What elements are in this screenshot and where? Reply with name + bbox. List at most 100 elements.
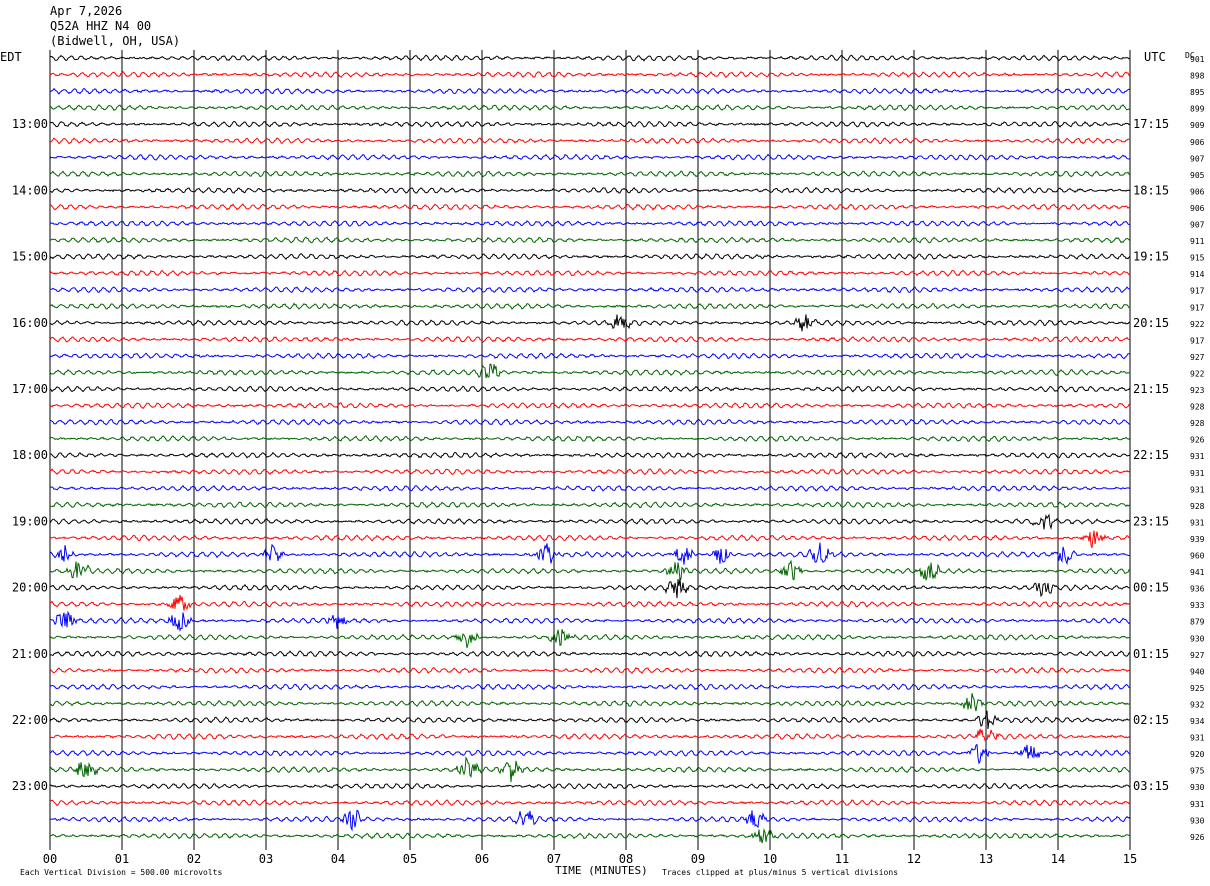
dc-offset-label: 931 bbox=[1190, 518, 1205, 527]
x-tick-label: 11 bbox=[835, 852, 849, 866]
dc-offset-label: 914 bbox=[1190, 270, 1205, 279]
left-hour-label: 19:00 bbox=[12, 514, 48, 528]
dc-offset-label: 936 bbox=[1190, 585, 1205, 594]
x-tick-label: 02 bbox=[187, 852, 201, 866]
dc-offset-label: 931 bbox=[1190, 734, 1205, 743]
trace-line bbox=[49, 87, 1131, 95]
trace-line bbox=[49, 513, 1131, 531]
trace-line bbox=[49, 302, 1130, 310]
right-hour-label: 21:15 bbox=[1133, 382, 1169, 396]
dc-offset-label: 931 bbox=[1190, 485, 1205, 494]
x-tick-label: 14 bbox=[1051, 852, 1065, 866]
trace-line bbox=[49, 120, 1131, 128]
dc-offset-label: 917 bbox=[1190, 336, 1205, 345]
trace-line bbox=[49, 827, 1131, 844]
trace-line bbox=[49, 137, 1131, 145]
trace-line bbox=[49, 269, 1131, 277]
trace-line bbox=[49, 530, 1130, 548]
left-hour-label: 18:00 bbox=[12, 448, 48, 462]
x-tick-label: 15 bbox=[1123, 852, 1137, 866]
trace-line bbox=[49, 693, 1131, 712]
dc-offset-label: 930 bbox=[1190, 634, 1205, 643]
dc-offset-label: 879 bbox=[1190, 618, 1205, 627]
left-hour-label: 16:00 bbox=[12, 316, 48, 330]
trace-line bbox=[49, 468, 1131, 476]
trace-line bbox=[49, 286, 1131, 294]
right-hour-label: 17:15 bbox=[1133, 117, 1169, 131]
trace-line bbox=[50, 70, 1131, 79]
trace-line bbox=[49, 363, 1131, 379]
trace-line bbox=[49, 484, 1131, 492]
trace-line bbox=[49, 418, 1131, 426]
trace-line bbox=[49, 578, 1131, 599]
right-hour-label: 22:15 bbox=[1133, 448, 1169, 462]
dc-offset-label: 895 bbox=[1190, 88, 1205, 97]
trace-line bbox=[49, 559, 1131, 581]
dc-offset-label: 907 bbox=[1190, 154, 1205, 163]
dc-offset-label: 906 bbox=[1190, 187, 1205, 196]
trace-line bbox=[49, 666, 1131, 675]
trace-line bbox=[49, 54, 1131, 62]
trace-line bbox=[49, 650, 1131, 658]
x-tick-label: 05 bbox=[403, 852, 417, 866]
dc-offset-label: 898 bbox=[1190, 72, 1205, 81]
dc-offset-label: 915 bbox=[1190, 254, 1205, 263]
trace-line bbox=[49, 610, 1131, 632]
left-hour-label: 20:00 bbox=[12, 581, 48, 595]
right-hour-label: 23:15 bbox=[1133, 514, 1169, 528]
dc-offset-label: 928 bbox=[1190, 403, 1205, 412]
right-hour-labels: 17:15 18:15 19:15 20:15 21:15 22:15 23:15 00:15… bbox=[1133, 117, 1169, 793]
trace-line bbox=[49, 104, 1131, 112]
chart-station: Q52A HHZ N4 00 bbox=[50, 19, 151, 33]
dc-offset-label: 927 bbox=[1190, 651, 1205, 660]
scale-note: Each Vertical Division = 500.00 microvol… bbox=[20, 868, 222, 877]
dc-column-label: DC bbox=[1185, 51, 1195, 60]
left-timezone-label: EDT bbox=[0, 50, 22, 64]
trace-line bbox=[49, 743, 1131, 765]
dc-offset-label: 901 bbox=[1190, 55, 1205, 64]
dc-offset-label: 931 bbox=[1190, 469, 1205, 478]
trace-line bbox=[49, 402, 1131, 410]
dc-offset-label: 917 bbox=[1190, 303, 1205, 312]
right-hour-label: 19:15 bbox=[1133, 250, 1169, 264]
trace-line bbox=[49, 385, 1131, 393]
dc-offset-label: 934 bbox=[1190, 717, 1205, 726]
dc-offset-label: 917 bbox=[1190, 287, 1205, 296]
left-hour-label: 13:00 bbox=[12, 117, 48, 131]
clip-note: Traces clipped at plus/minus 5 vertical … bbox=[662, 868, 898, 877]
x-tick-label: 10 bbox=[763, 852, 777, 866]
dc-offset-label: 922 bbox=[1190, 369, 1205, 378]
x-tick-label: 09 bbox=[691, 852, 705, 866]
dc-offset-label: 899 bbox=[1190, 105, 1205, 114]
x-tick-label: 12 bbox=[907, 852, 921, 866]
dc-offset-label: 906 bbox=[1190, 138, 1205, 147]
dc-offset-label: 940 bbox=[1190, 667, 1205, 676]
dc-offset-label: 930 bbox=[1190, 783, 1205, 792]
dc-offset-labels: 901 898 895 899 909 906 907 905 906 906 907 911 915 9… bbox=[1190, 55, 1205, 842]
right-hour-label: 00:15 bbox=[1133, 581, 1169, 595]
dc-offset-label: 931 bbox=[1190, 800, 1205, 809]
trace-line bbox=[49, 594, 1131, 611]
x-tick-label: 08 bbox=[619, 852, 633, 866]
trace-line bbox=[49, 756, 1130, 783]
x-tick-label: 00 bbox=[43, 852, 57, 866]
dc-offset-label: 927 bbox=[1190, 353, 1205, 362]
trace-line bbox=[49, 352, 1131, 360]
chart-location: (Bidwell, OH, USA) bbox=[50, 34, 180, 48]
dc-offset-label: 928 bbox=[1190, 419, 1205, 428]
x-tick-label: 06 bbox=[475, 852, 489, 866]
x-axis-ticks: 00 01 02 03 04 05 06 07 08 09 10 11 12 13 14 15 bbox=[43, 844, 1137, 866]
dc-offset-label: 930 bbox=[1190, 816, 1205, 825]
left-hour-labels: 13:00 14:00 15:00 16:00 17:00 18:00 19:00 20:00… bbox=[12, 117, 48, 793]
left-hour-label: 21:00 bbox=[12, 647, 48, 661]
trace-line bbox=[49, 728, 1131, 742]
minute-grid bbox=[49, 50, 1131, 850]
trace-line bbox=[49, 710, 1130, 730]
dc-offset-label: 920 bbox=[1190, 750, 1205, 759]
dc-offset-label: 906 bbox=[1190, 204, 1205, 213]
trace-line bbox=[49, 435, 1131, 443]
dc-offset-label: 923 bbox=[1190, 386, 1205, 395]
trace-line bbox=[49, 252, 1131, 261]
dc-offset-label: 905 bbox=[1190, 171, 1205, 180]
